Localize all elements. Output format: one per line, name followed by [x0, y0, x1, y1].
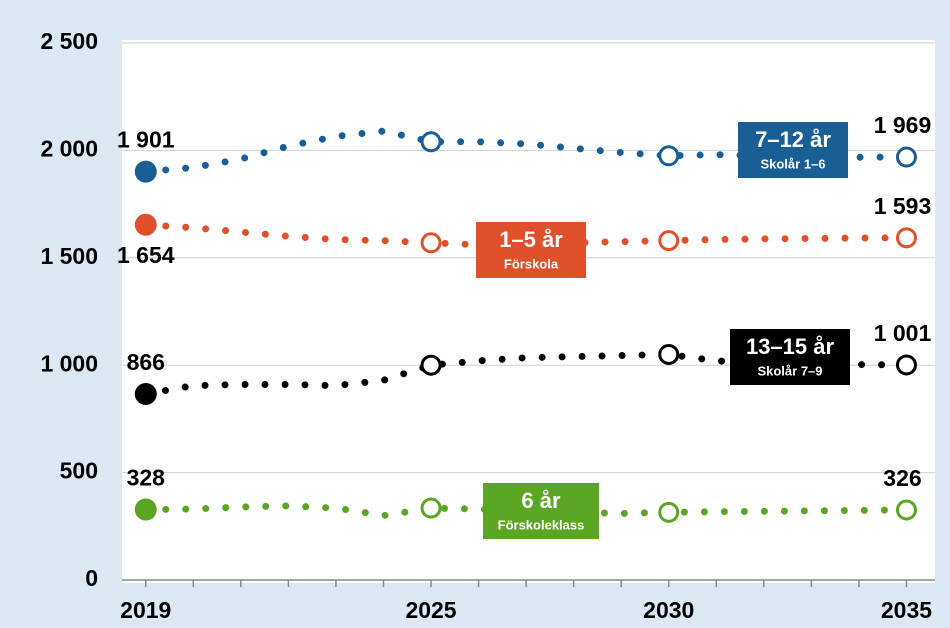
legend-sublabel: Skolår 1–6: [760, 156, 825, 171]
value-label: 1 654: [117, 242, 175, 268]
y-tick-label: 0: [85, 565, 98, 591]
open-marker: [420, 232, 442, 254]
value-label: 866: [127, 349, 165, 375]
start-marker: [134, 498, 157, 521]
open-marker: [420, 131, 442, 153]
legend-box: [476, 222, 586, 278]
open-marker: [895, 354, 917, 376]
legend-label: 6 år: [521, 488, 561, 513]
legend-label: 13–15 år: [746, 334, 835, 359]
legend-label: 7–12 år: [755, 127, 831, 152]
open-marker: [895, 227, 917, 249]
value-label: 326: [883, 465, 921, 491]
y-tick-label: 1 500: [40, 243, 98, 269]
x-tick-label: 2019: [120, 597, 171, 623]
x-tick-label: 2030: [643, 597, 694, 623]
open-marker: [658, 501, 680, 523]
start-marker: [134, 213, 157, 236]
open-marker: [895, 146, 917, 168]
legend-sublabel: Skolår 7–9: [757, 363, 822, 378]
legend-label: 1–5 år: [499, 227, 563, 252]
start-marker: [134, 382, 157, 405]
value-label: 1 969: [874, 112, 932, 138]
value-label: 1 593: [874, 193, 932, 219]
legend-box: [738, 122, 848, 178]
open-marker: [658, 230, 680, 252]
y-tick-label: 2 000: [40, 135, 98, 161]
legend-box: [730, 329, 850, 385]
x-tick-label: 2035: [881, 597, 932, 623]
y-tick-label: 1 000: [40, 350, 98, 376]
open-marker: [420, 354, 442, 376]
open-marker: [895, 499, 917, 521]
open-marker: [658, 343, 680, 365]
x-tick-label: 2025: [405, 597, 456, 623]
y-tick-label: 2 500: [40, 28, 98, 54]
y-tick-label: 500: [60, 458, 98, 484]
legend-sublabel: Förskoleklass: [498, 517, 585, 532]
start-marker: [134, 160, 157, 183]
value-label: 1 001: [874, 320, 932, 346]
open-marker: [658, 145, 680, 167]
open-marker: [420, 497, 442, 519]
value-label: 1 901: [117, 127, 175, 153]
legend-sublabel: Förskola: [504, 256, 559, 271]
legend-box: [483, 483, 599, 539]
value-label: 328: [127, 465, 166, 491]
